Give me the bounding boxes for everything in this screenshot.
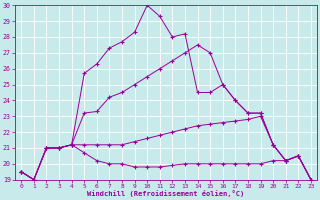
- X-axis label: Windchill (Refroidissement éolien,°C): Windchill (Refroidissement éolien,°C): [87, 190, 245, 197]
